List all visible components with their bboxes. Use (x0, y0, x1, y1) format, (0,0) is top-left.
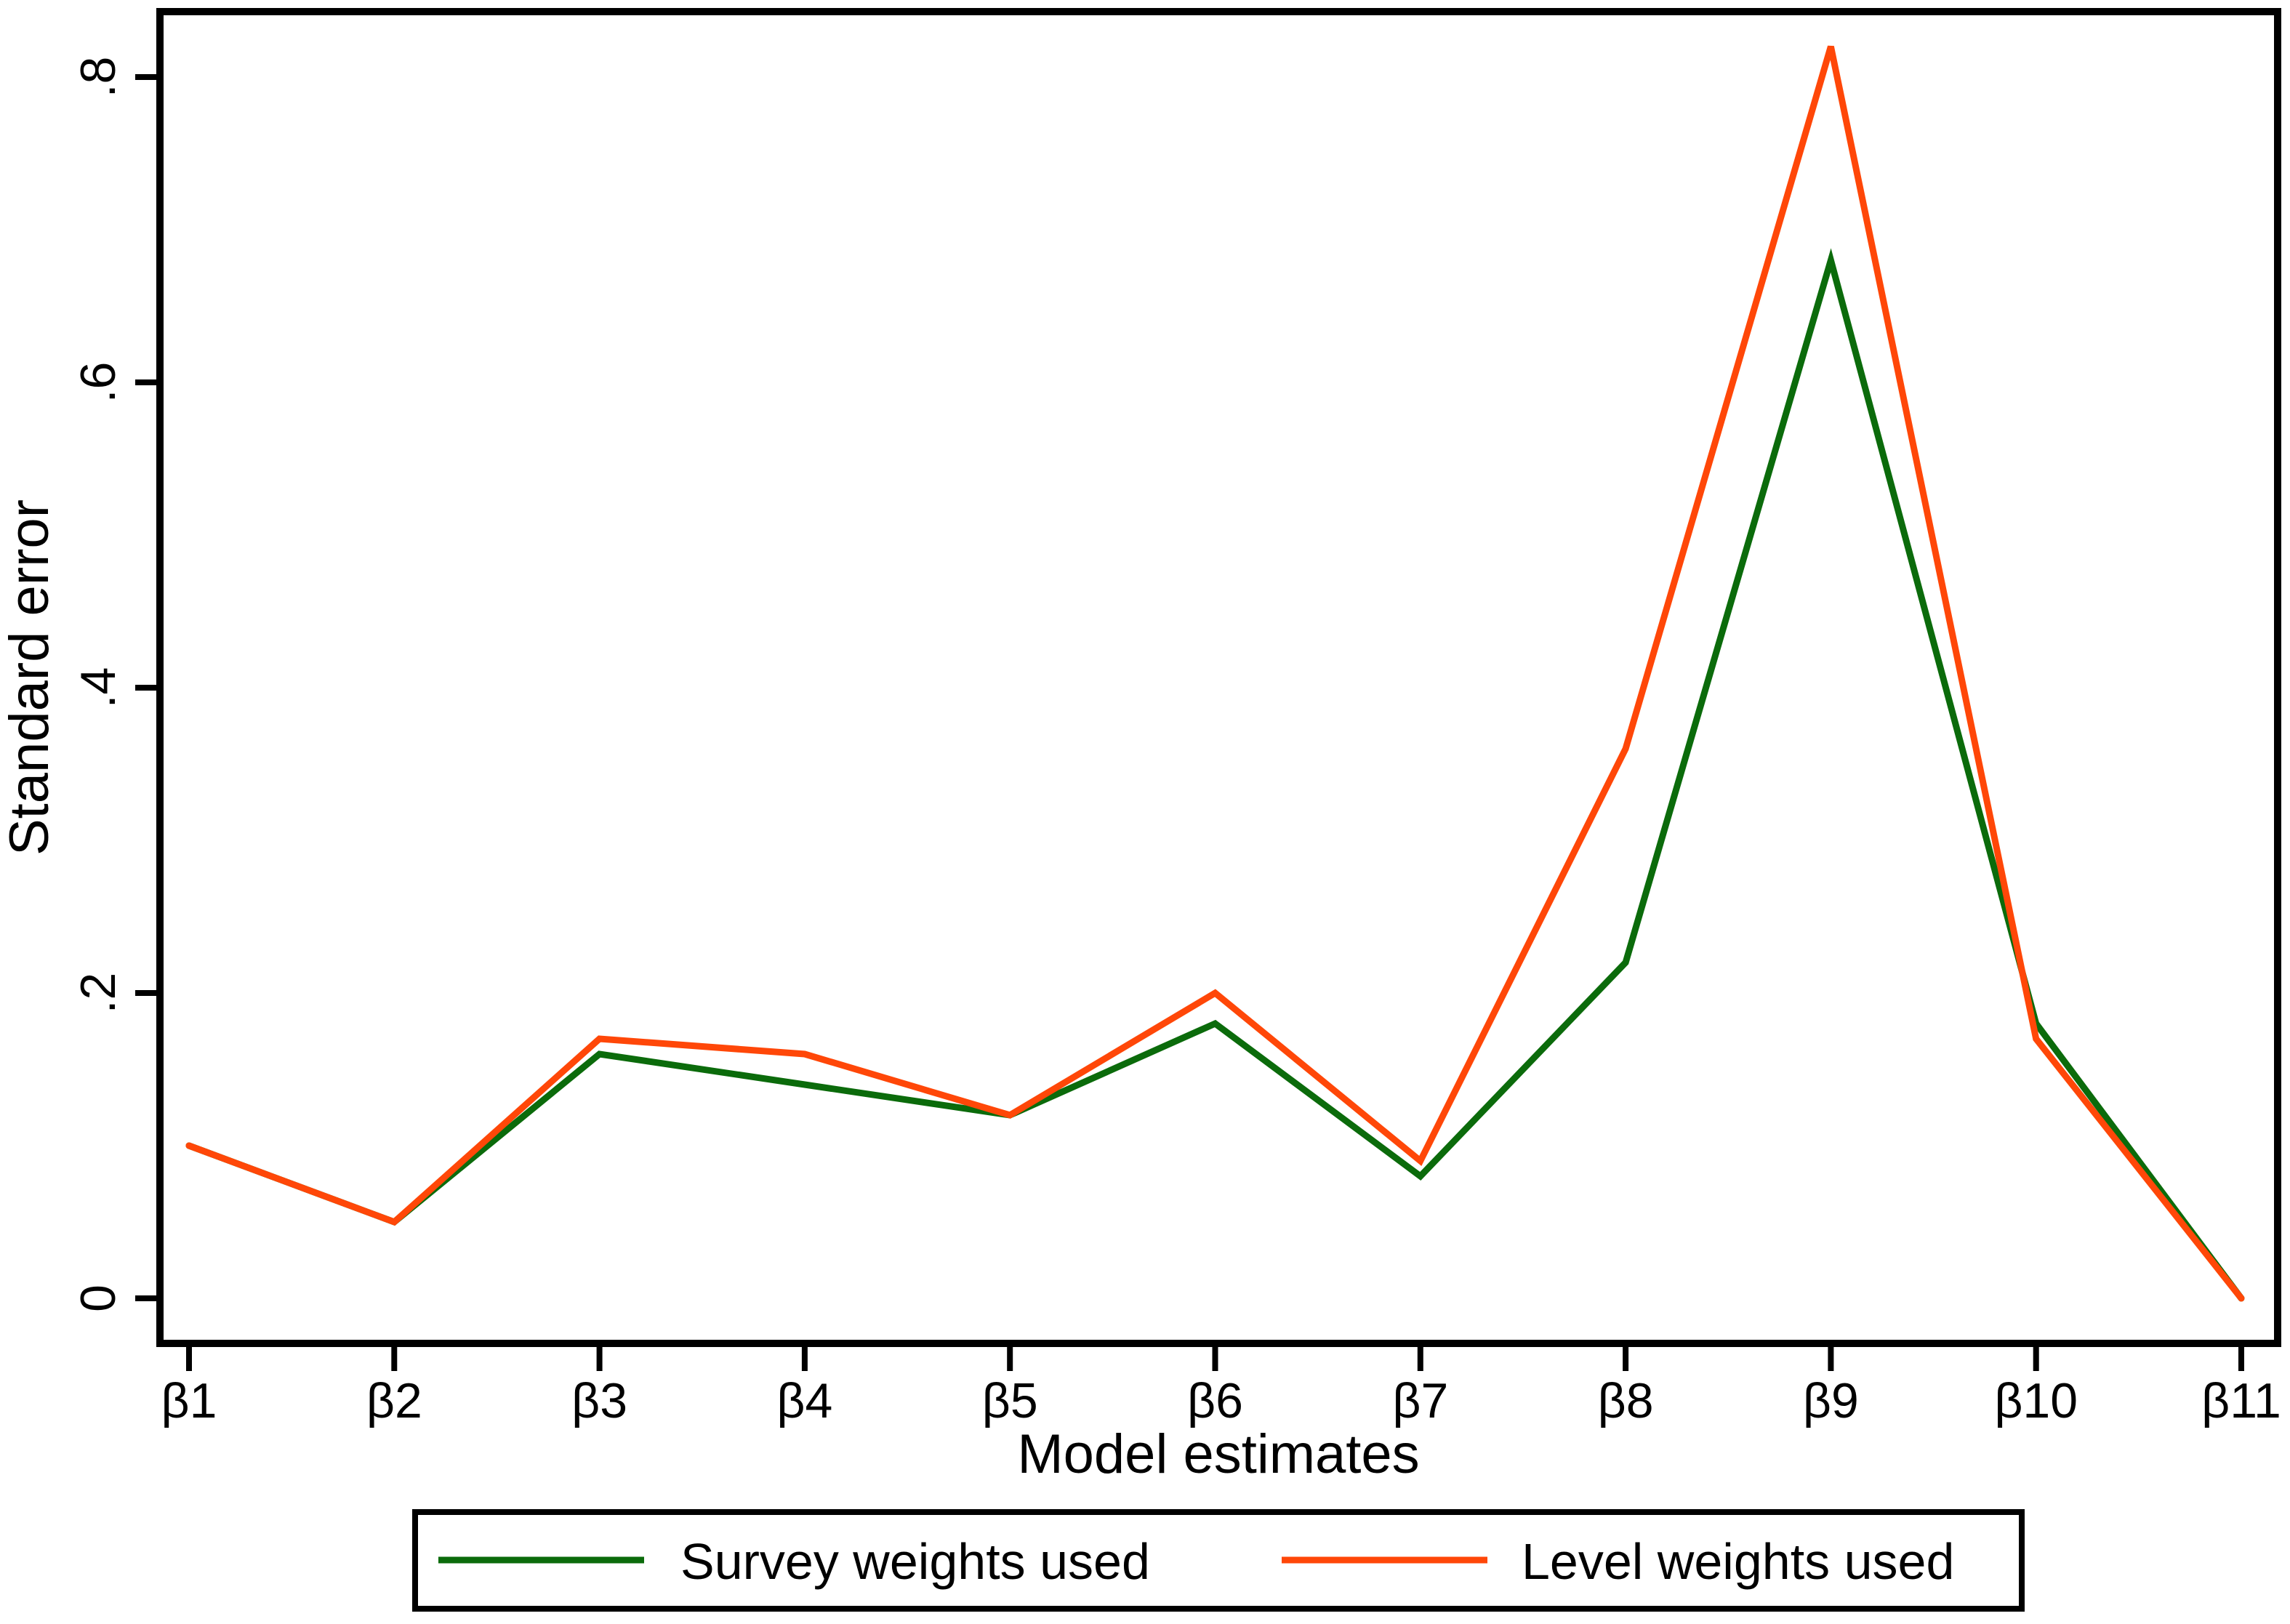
x-tick-label: β4 (776, 1373, 832, 1428)
x-tick-label: β8 (1598, 1373, 1654, 1428)
y-tick-label: .8 (71, 57, 126, 98)
x-tick-label: β6 (1187, 1373, 1243, 1428)
x-axis-title: Model estimates (1017, 1423, 1419, 1485)
plot-frame-layer (156, 8, 2281, 1347)
x-tick-label: β5 (982, 1373, 1038, 1428)
y-tick-label: 0 (71, 1285, 126, 1312)
legend-label-level-weights-used: Level weights used (1522, 1533, 1954, 1590)
x-tick-label: β10 (1994, 1373, 2078, 1428)
x-tick-label: β9 (1803, 1373, 1859, 1428)
plot-frame (156, 8, 2281, 1347)
legend-label-survey-weights-used: Survey weights used (680, 1533, 1150, 1590)
x-tick-label: β3 (571, 1373, 627, 1428)
legend-box (412, 1509, 2025, 1612)
series-layer (185, 45, 2245, 1302)
axis-ticks-layer: 0 .2 .4 .6 .8 β1 β2 β3 β4 β5 β6 β7 β8 β9 β10 β11 (71, 57, 2281, 1428)
x-tick-label: β7 (1392, 1373, 1448, 1428)
legend: Survey weights used Level weights used (412, 1509, 2025, 1612)
series-line-survey-weights-used (185, 248, 2245, 1302)
y-tick-label: .2 (71, 973, 126, 1014)
y-tick-label: .6 (71, 362, 126, 403)
x-tick-label: β2 (366, 1373, 422, 1428)
y-tick-label: .4 (71, 667, 126, 709)
x-tick-label: β1 (161, 1373, 217, 1428)
x-tick-label: β11 (2201, 1373, 2281, 1428)
y-axis-title: Standard error (0, 499, 60, 856)
series-line-level-weights-used (185, 45, 2245, 1302)
